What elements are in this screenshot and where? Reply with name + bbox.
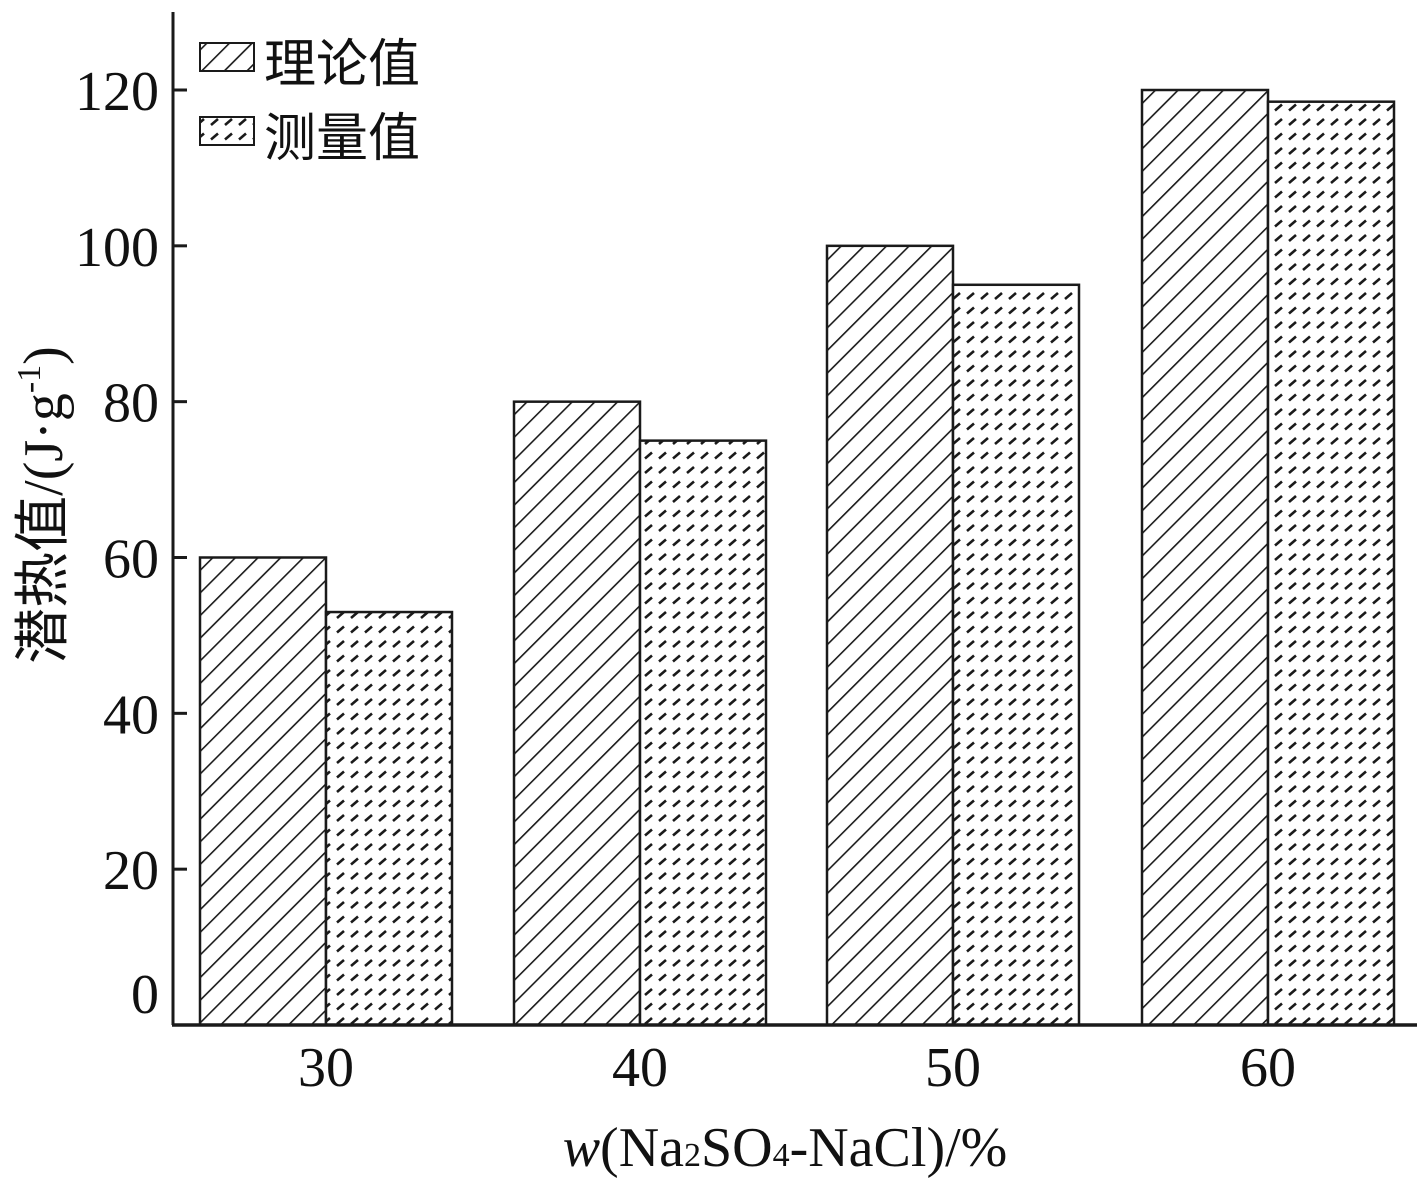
bar-measured-60	[1266, 100, 1396, 1027]
legend: 理论值 测量值	[199, 35, 420, 169]
y-tick-label-100: 100	[75, 217, 159, 279]
y-tick-label-0: 0	[131, 964, 159, 1026]
y-axis-title-sup: -1	[11, 365, 48, 393]
y-tick-label-40: 40	[103, 684, 159, 746]
y-axis: 0 20 40 60 80 100 120	[75, 12, 187, 1026]
bar-measured-40	[638, 439, 768, 1027]
bar-theoretical-60	[1140, 88, 1270, 1027]
legend-swatch-measured	[199, 116, 255, 146]
x-axis-title-part1: (Na	[600, 1117, 684, 1179]
legend-label-theoretical: 理论值	[264, 35, 420, 95]
y-tick-label-120: 120	[75, 61, 159, 123]
bar-theoretical-40	[512, 400, 642, 1027]
legend-swatch-theoretical	[199, 42, 255, 72]
y-axis-title: 潜热值/(J·g-1)	[11, 346, 75, 664]
x-axis-title-sub1: 2	[684, 1137, 701, 1174]
x-tick-label-60: 60	[1240, 1037, 1296, 1099]
bar-theoretical-30	[198, 556, 328, 1027]
y-tick-label-20: 20	[103, 840, 159, 902]
x-axis-title-prefix: w	[563, 1117, 600, 1179]
bar-measured-50	[951, 283, 1081, 1027]
y-tick-label-80: 80	[103, 373, 159, 435]
x-axis-title-sub2: 4	[773, 1137, 790, 1174]
x-axis-title-part3: -NaCl)/%	[790, 1117, 1008, 1179]
x-axis-title-part2: SO	[701, 1117, 773, 1179]
y-axis-title-text: 潜热值/(J·g	[13, 393, 75, 664]
x-axis: 30 40 50 60	[172, 1023, 1417, 1099]
x-tick-label-50: 50	[925, 1037, 981, 1099]
y-tick-label-60: 60	[103, 529, 159, 591]
y-axis-title-close: )	[13, 346, 75, 365]
x-tick-label-40: 40	[612, 1037, 668, 1099]
bars-group	[198, 88, 1396, 1027]
x-axis-title: w(Na2SO4-NaCl)/%	[563, 1117, 1008, 1179]
legend-label-measured: 测量值	[264, 109, 420, 169]
bar-theoretical-50	[825, 244, 955, 1027]
bar-measured-30	[324, 610, 454, 1027]
x-tick-label-30: 30	[298, 1037, 354, 1099]
